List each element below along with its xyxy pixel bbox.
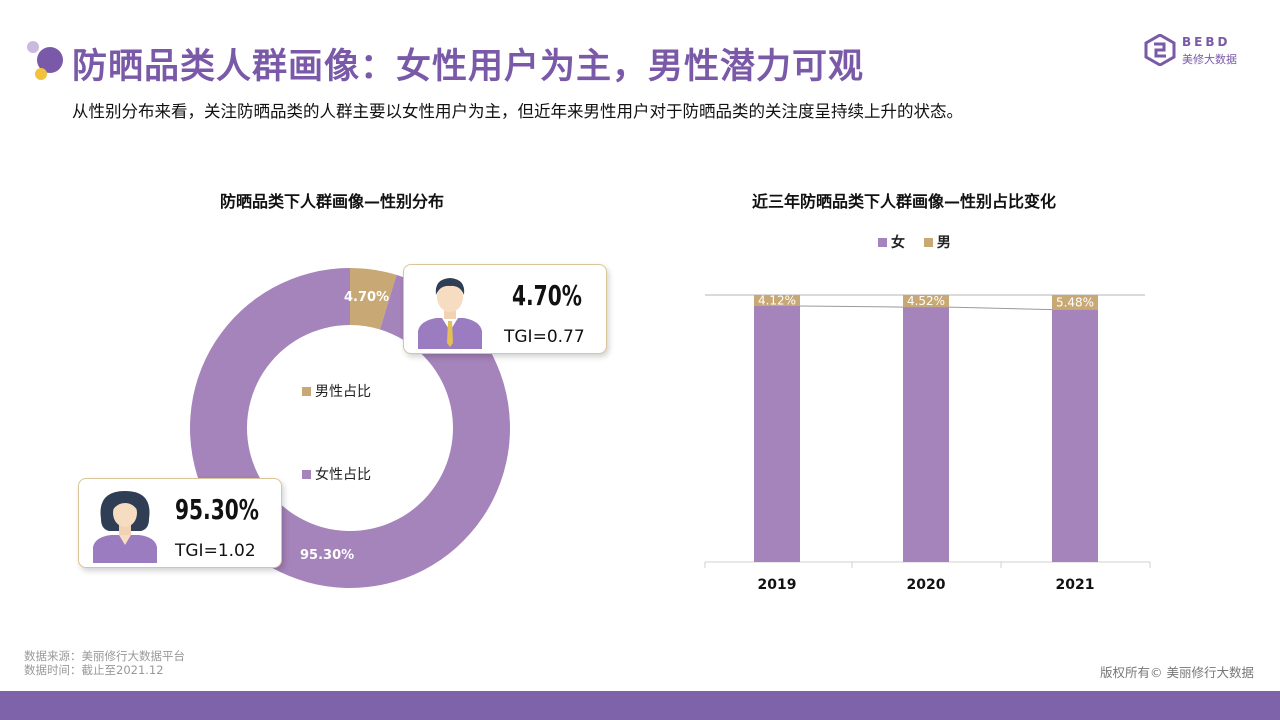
legend-swatch-female [302, 470, 311, 479]
bar-chart: 4.12% 2019 4.52% 2020 5.48% 2021 [704, 294, 1151, 593]
data-source-line2: 数据时间：截止至2021.12 [24, 663, 164, 677]
page-subtitle: 从性别分布来看，关注防晒品类的人群主要以女性用户为主，但近年来男性用户对于防晒品… [72, 102, 963, 121]
bar-series-connector [948, 306, 1053, 311]
donut-label-female: 95.30% [300, 548, 355, 563]
bar-legend: 女 男 [878, 232, 951, 252]
legend-label-male: 男性占比 [315, 384, 371, 400]
bar-male-2021 [1052, 295, 1098, 310]
donut-slice-male [350, 268, 397, 330]
copyright-text: 版权所有© 美丽修行大数据 [1100, 665, 1254, 680]
male-avatar-icon [418, 278, 482, 349]
bar-female-2020 [903, 307, 949, 562]
brand-logo-sub: 美修大数据 [1182, 53, 1237, 66]
donut-legend-female: 女性占比 [302, 464, 371, 484]
female-tgi-value: TGI=1.02 [175, 541, 256, 561]
bar-chart-title: 近三年防晒品类下人群画像—性别占比变化 [752, 192, 1057, 211]
brand-logo-icon [1144, 34, 1176, 66]
title-decoration-icon [27, 41, 63, 80]
brand-logo: BEBD 美修大数据 [1144, 32, 1254, 68]
donut-chart-title: 防晒品类下人群画像—性别分布 [220, 192, 445, 211]
bar-female-2021 [1052, 309, 1098, 562]
bar-legend-swatch-male [923, 238, 933, 247]
donut-label-male: 4.70% [344, 290, 390, 305]
data-source-line1: 数据来源：美丽修行大数据平台 [24, 649, 185, 663]
male-pct-value: 4.70% [512, 279, 582, 312]
bar-legend-male: 男 [936, 235, 951, 251]
bar-legend-female: 女 [891, 235, 905, 251]
bar-male-2020 [903, 295, 949, 308]
bar-label-male-2019: 4.12% [758, 294, 796, 308]
legend-label-female: 女性占比 [315, 467, 371, 483]
male-tgi-value: TGI=0.77 [504, 327, 585, 347]
female-avatar-icon [93, 491, 157, 563]
bar-legend-swatch-female [878, 238, 887, 247]
bar-label-male-2020: 4.52% [907, 294, 945, 308]
x-tick-label-2020: 2020 [907, 577, 946, 593]
page-title: 防晒品类人群画像：女性用户为主，男性潜力可观 [72, 47, 865, 87]
brand-logo-name: BEBD [1182, 35, 1231, 49]
female-pct-value: 95.30% [175, 493, 259, 526]
female-stat-card: 95.30% TGI=1.02 [78, 478, 282, 568]
donut-legend-male: 男性占比 [302, 381, 371, 401]
bar-female-2019 [754, 306, 800, 562]
bar-label-male-2021: 5.48% [1056, 295, 1094, 309]
legend-swatch-male [302, 387, 311, 396]
male-stat-card: 4.70% TGI=0.77 [403, 264, 607, 354]
bar-male-2019 [754, 295, 800, 307]
data-source: 数据来源：美丽修行大数据平台 数据时间：截止至2021.12 [24, 649, 185, 677]
x-tick-label-2019: 2019 [758, 577, 797, 593]
footer-band [0, 691, 1280, 720]
bar-series-connector [799, 305, 904, 308]
x-tick-label-2021: 2021 [1056, 577, 1095, 593]
